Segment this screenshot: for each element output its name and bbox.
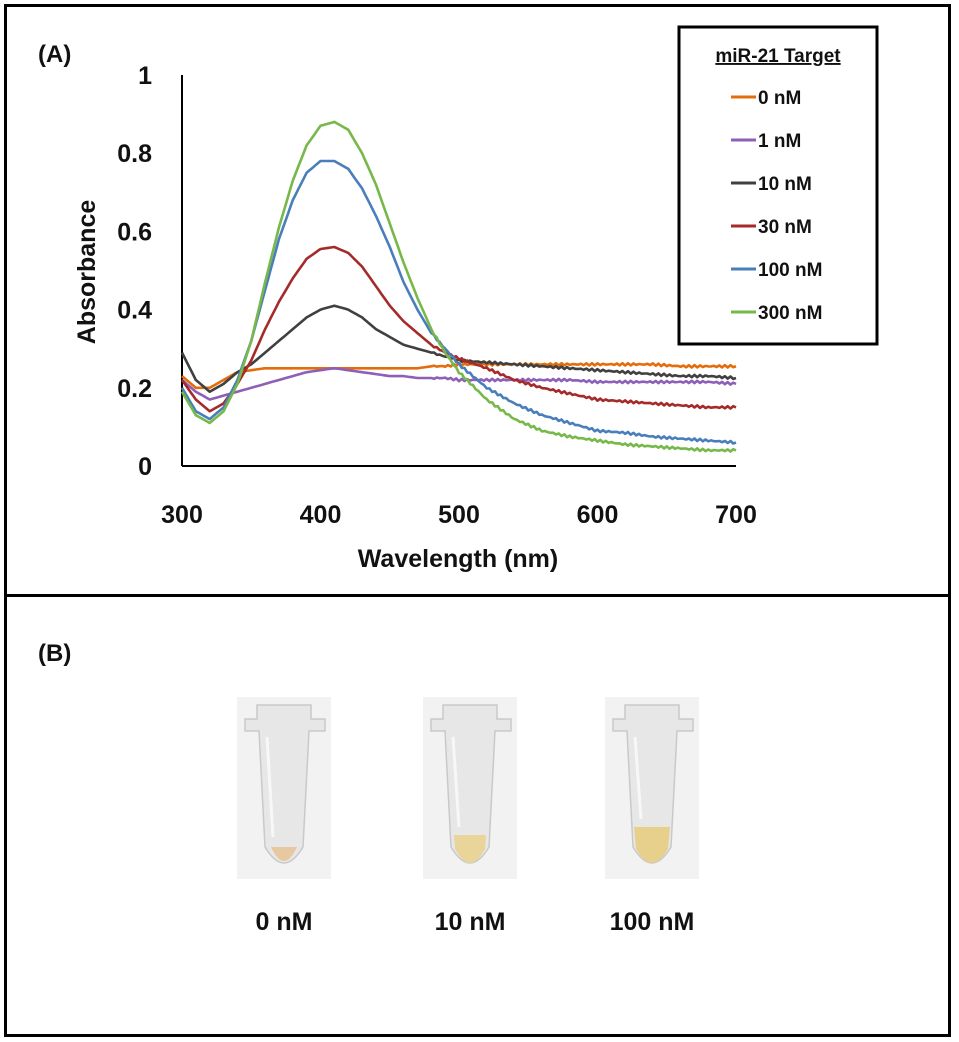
x-tick-label: 300 — [161, 501, 203, 529]
series-line-10nm — [180, 304, 737, 393]
legend-label-0nm: 0 nM — [758, 88, 801, 109]
tube-label-10nm: 10 nM — [434, 908, 506, 936]
legend-label-100nm: 100 nM — [758, 260, 822, 281]
panel-divider — [4, 594, 951, 597]
series-layer — [180, 120, 737, 453]
series-line-300nm — [180, 120, 737, 453]
tube-label-0nm: 0 nM — [255, 908, 313, 936]
legend-title: miR-21 Target — [715, 46, 841, 67]
tick-labels: 300 400 500 600 700 0 0.2 0.4 0.6 0.8 1 — [117, 62, 757, 529]
legend-label-1nm: 1 nM — [758, 131, 801, 152]
x-axis-label: Wavelength (nm) — [358, 545, 558, 573]
x-tick-label: 600 — [577, 501, 619, 529]
absorbance-chart: (A) 300 400 500 600 700 0 0.2 0.4 0.6 0.8 1 Wavele… — [38, 25, 879, 573]
legend: miR-21 Target 0 nM 1 nM 10 nM 30 nM 100 nM 30… — [677, 25, 879, 346]
y-tick-label: 0.8 — [117, 140, 152, 168]
tube-photo-100nm — [605, 697, 699, 879]
legend-label-300nm: 300 nM — [758, 303, 822, 324]
panel-b-label: (B) — [38, 640, 72, 667]
tube-photo-0nm — [237, 697, 331, 879]
x-tick-label: 500 — [438, 501, 480, 529]
tube-liquid-0nm — [271, 847, 297, 861]
series-line-100nm — [180, 159, 737, 445]
y-tick-label: 0.2 — [117, 375, 152, 403]
figure-frame — [4, 4, 951, 1037]
series-line-1nm — [181, 367, 737, 401]
legend-box — [677, 25, 879, 346]
y-tick-label: 0 — [138, 453, 152, 481]
tube-label-100nm: 100 nM — [609, 908, 695, 936]
tube-liquid-10nm — [454, 835, 486, 863]
x-tick-label: 700 — [715, 501, 757, 529]
tube-photo-10nm — [423, 697, 517, 879]
y-tick-label: 1 — [138, 62, 152, 90]
legend-label-10nm: 10 nM — [758, 174, 812, 195]
series-line-30nm — [180, 245, 737, 413]
legend-label-30nm: 30 nM — [758, 217, 812, 238]
x-tick-label: 400 — [300, 501, 342, 529]
y-tick-label: 0.6 — [117, 218, 152, 246]
y-axis-label: Absorbance — [73, 200, 101, 345]
chart-axes — [181, 75, 736, 467]
panel-a-label: (A) — [38, 41, 71, 68]
y-tick-label: 0.4 — [117, 297, 152, 325]
tube-liquid-100nm — [634, 827, 670, 863]
